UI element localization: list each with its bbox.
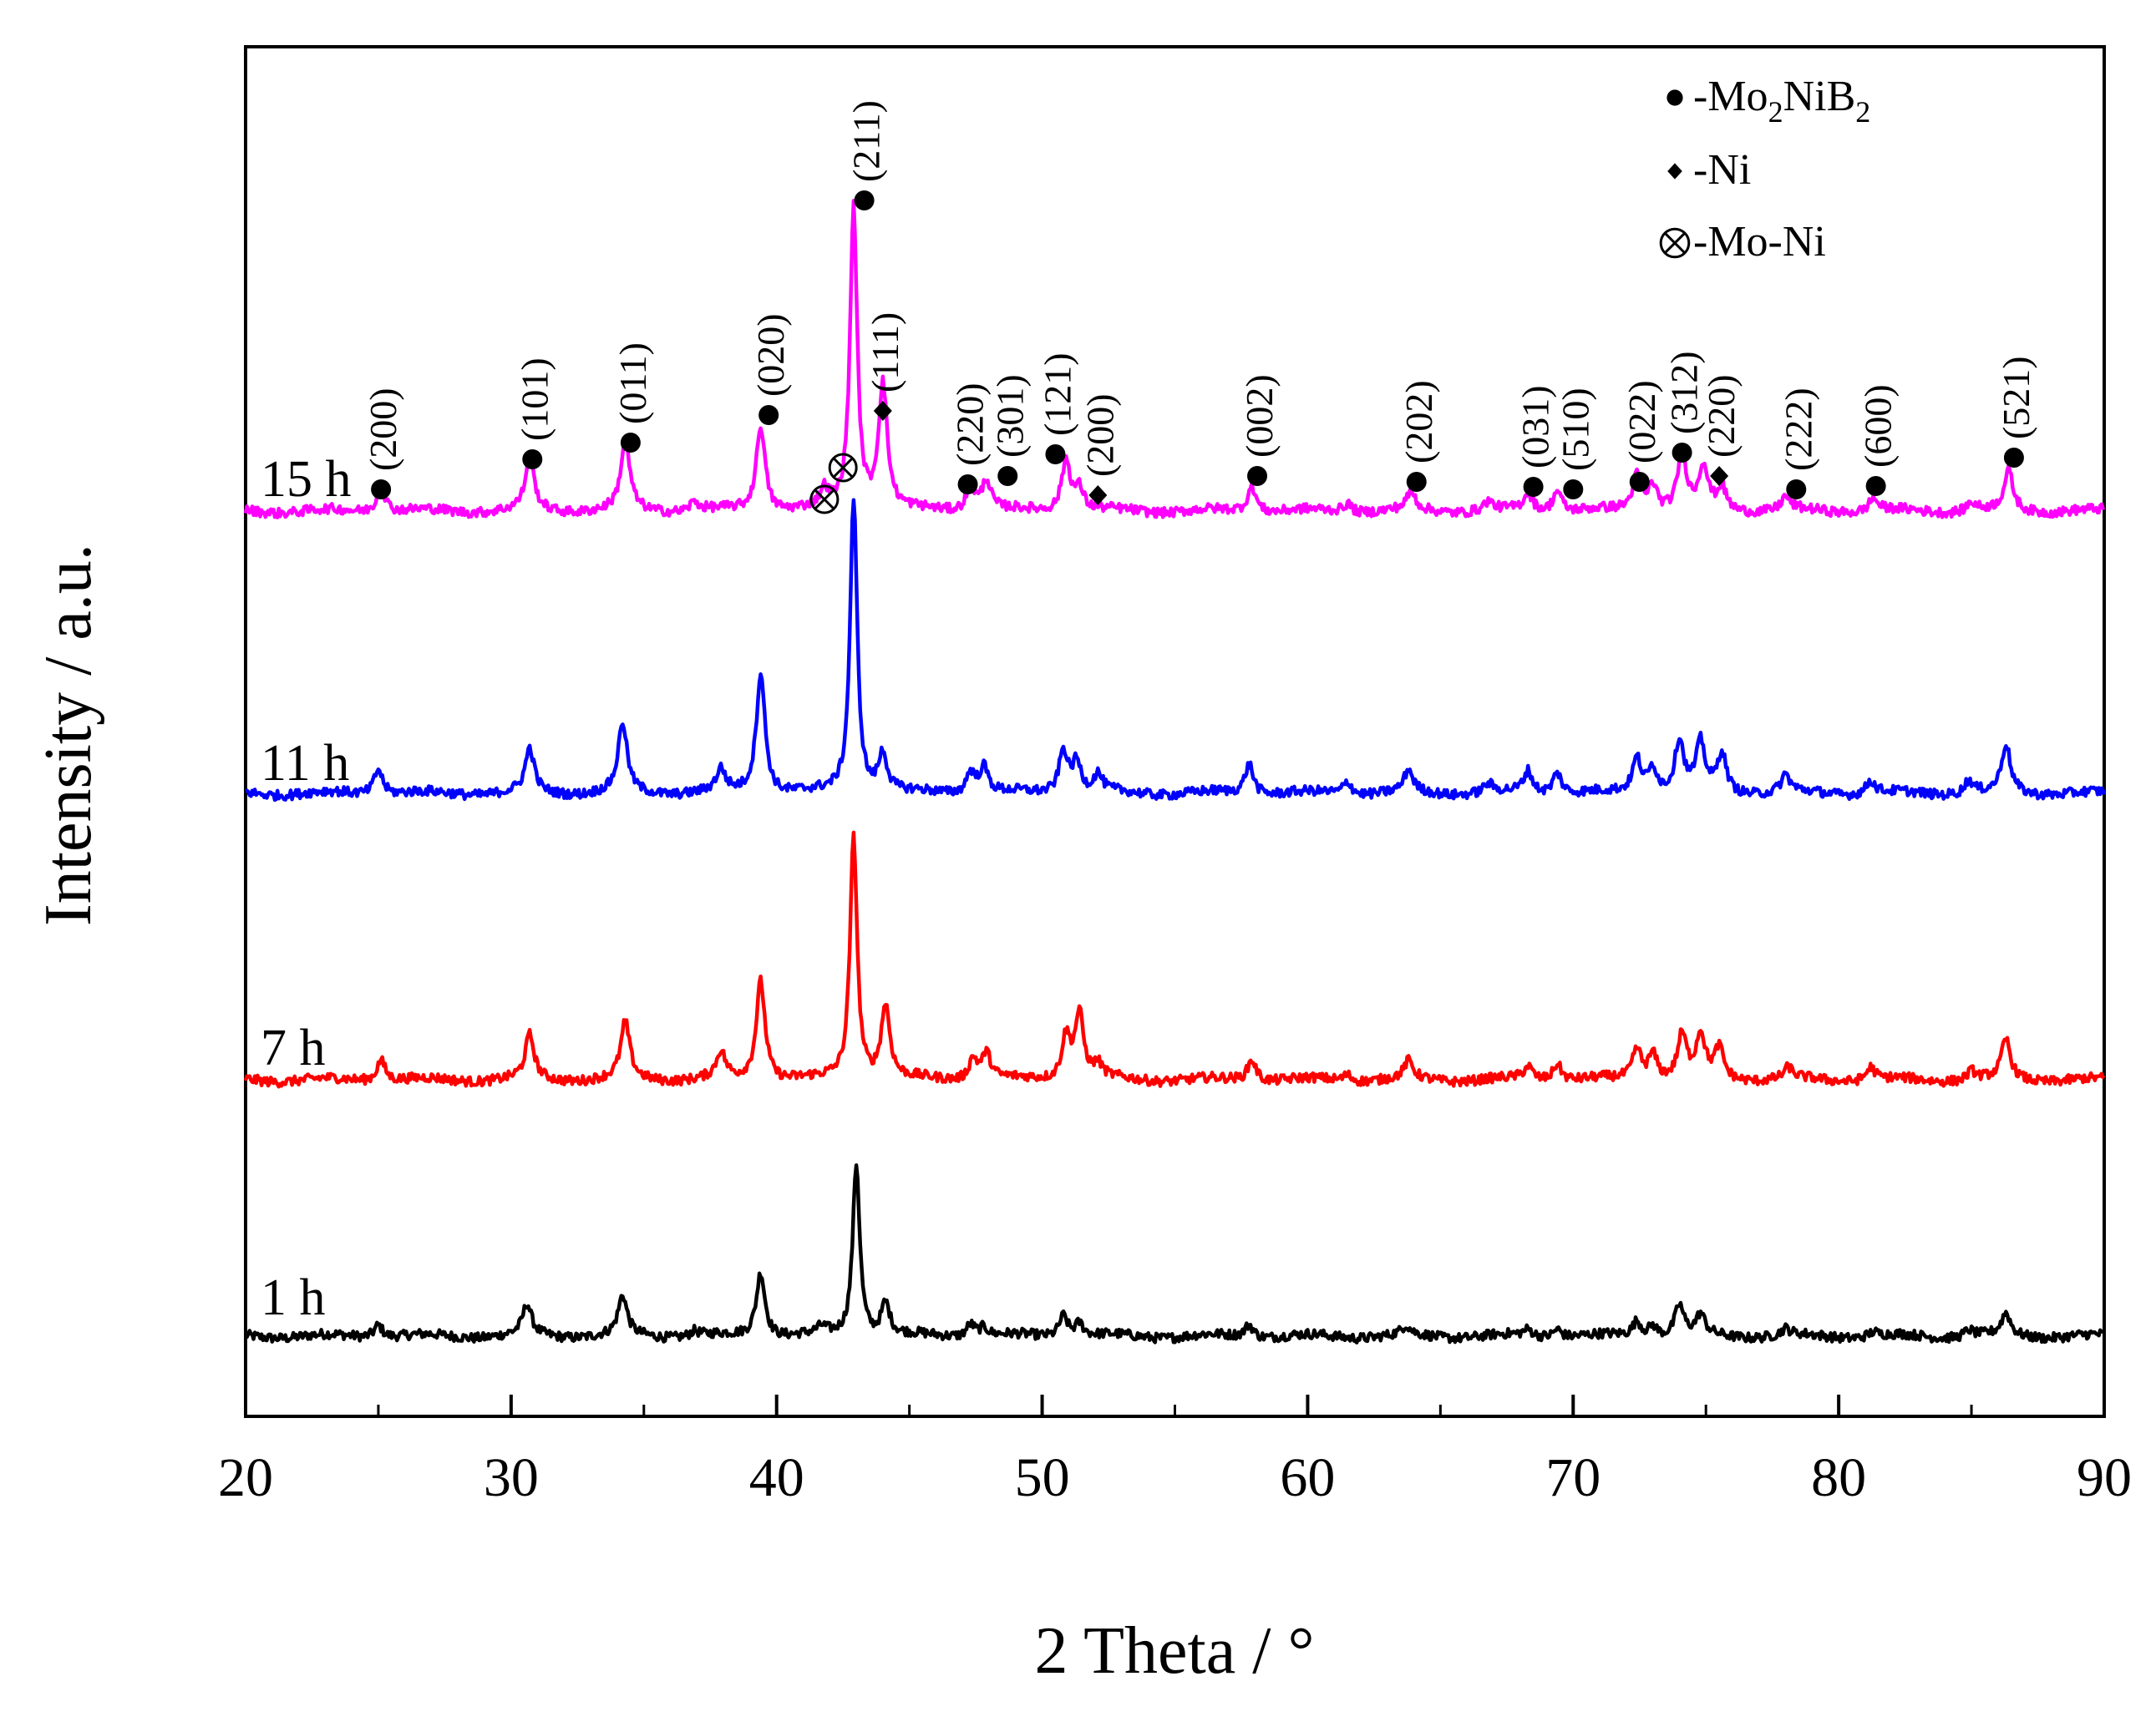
mo2nib2-marker — [1666, 89, 1683, 106]
x-tick-label: 90 — [2077, 1447, 2132, 1508]
hkl-label: (510) — [1554, 387, 1596, 471]
mo-ni-marker — [1659, 227, 1691, 259]
hkl-label: (020) — [749, 313, 792, 397]
mo2nib2-marker — [758, 405, 779, 425]
mo-ni-marker — [809, 484, 840, 514]
trace-1h — [243, 1163, 2105, 1345]
hkl-label: (002) — [1238, 374, 1281, 458]
trace-7h — [243, 830, 2106, 1089]
x-tick-label: 60 — [1280, 1447, 1335, 1508]
mo2nib2-marker — [620, 433, 641, 453]
trace-11h — [245, 498, 2107, 803]
x-axis-ticks: 20 30 40 50 60 70 80 90 — [218, 1395, 2132, 1508]
mo2nib2-marker — [1865, 476, 1886, 496]
hkl-label: (312) — [1663, 351, 1706, 434]
sample-labels: 1 h 7 h 11 h 15 h — [261, 451, 352, 1326]
mo2nib2-marker — [1247, 466, 1268, 486]
hkl-label: (022) — [1621, 380, 1663, 463]
mo2nib2-marker — [1786, 479, 1807, 499]
hkl-label: (301) — [988, 374, 1031, 458]
y-axis-title: Intensity / a.u. — [32, 544, 105, 926]
hkl-label: (121) — [1036, 352, 1078, 436]
x-tick-label: 80 — [1811, 1447, 1866, 1508]
hkl-label: (222) — [1777, 387, 1819, 471]
mo2nib2-marker — [1629, 472, 1650, 492]
hkl-label: (011) — [611, 342, 654, 424]
x-axis-title: 2 Theta / ° — [1035, 1614, 1315, 1688]
trace-15h — [243, 199, 2106, 519]
sample-label-15h: 15 h — [261, 451, 352, 508]
hkl-label: (600) — [1857, 384, 1900, 468]
sample-label-7h: 7 h — [261, 1020, 326, 1076]
hkl-label: (521) — [1995, 356, 2037, 439]
peak-annotations: (200) (101) (011) (020)(211)(111)(220)(301)… — [362, 100, 2037, 514]
legend-label: -Mo-Ni — [1693, 218, 1826, 266]
sample-label-1h: 1 h — [261, 1269, 326, 1326]
hkl-label: (220) — [949, 382, 992, 466]
ni-marker — [1710, 466, 1729, 486]
hkl-label: (101) — [513, 357, 555, 441]
mo2nib2-marker — [1563, 479, 1584, 499]
legend-label: -Mo2NiB2 — [1693, 73, 1870, 129]
ni-marker — [873, 401, 892, 421]
x-tick-label: 30 — [484, 1447, 539, 1508]
mo-ni-marker — [828, 453, 858, 483]
hkl-label: (220) — [1700, 374, 1743, 458]
x-tick-label: 70 — [1545, 1447, 1601, 1508]
legend-label: -Ni — [1693, 146, 1751, 194]
mo2nib2-marker — [957, 474, 978, 494]
mo2nib2-marker — [1045, 444, 1066, 464]
mo2nib2-marker — [1672, 443, 1692, 463]
mo2nib2-marker — [522, 449, 543, 469]
x-tick-label: 40 — [749, 1447, 804, 1508]
mo2nib2-marker — [371, 479, 392, 499]
phase-legend: -Mo2NiB2 -Ni -Mo-Ni — [1659, 73, 1870, 266]
mo2nib2-marker — [1523, 477, 1544, 497]
sample-label-11h: 11 h — [261, 735, 349, 792]
hkl-label: (031) — [1514, 385, 1557, 468]
mo2nib2-marker — [997, 466, 1018, 486]
hkl-label: (200) — [1078, 393, 1121, 477]
hkl-label: (202) — [1398, 380, 1440, 463]
ni-marker — [1088, 485, 1108, 505]
hkl-label: (200) — [362, 387, 404, 471]
x-tick-label: 50 — [1015, 1447, 1070, 1508]
x-tick-label: 20 — [218, 1447, 273, 1508]
mo2nib2-marker — [2003, 448, 2024, 468]
mo2nib2-marker — [854, 190, 875, 210]
ni-marker — [1667, 163, 1682, 180]
xrd-traces — [243, 199, 2107, 1345]
hkl-label: (211) — [845, 100, 888, 182]
mo2nib2-marker — [1406, 472, 1427, 492]
hkl-label: (111) — [864, 312, 906, 393]
